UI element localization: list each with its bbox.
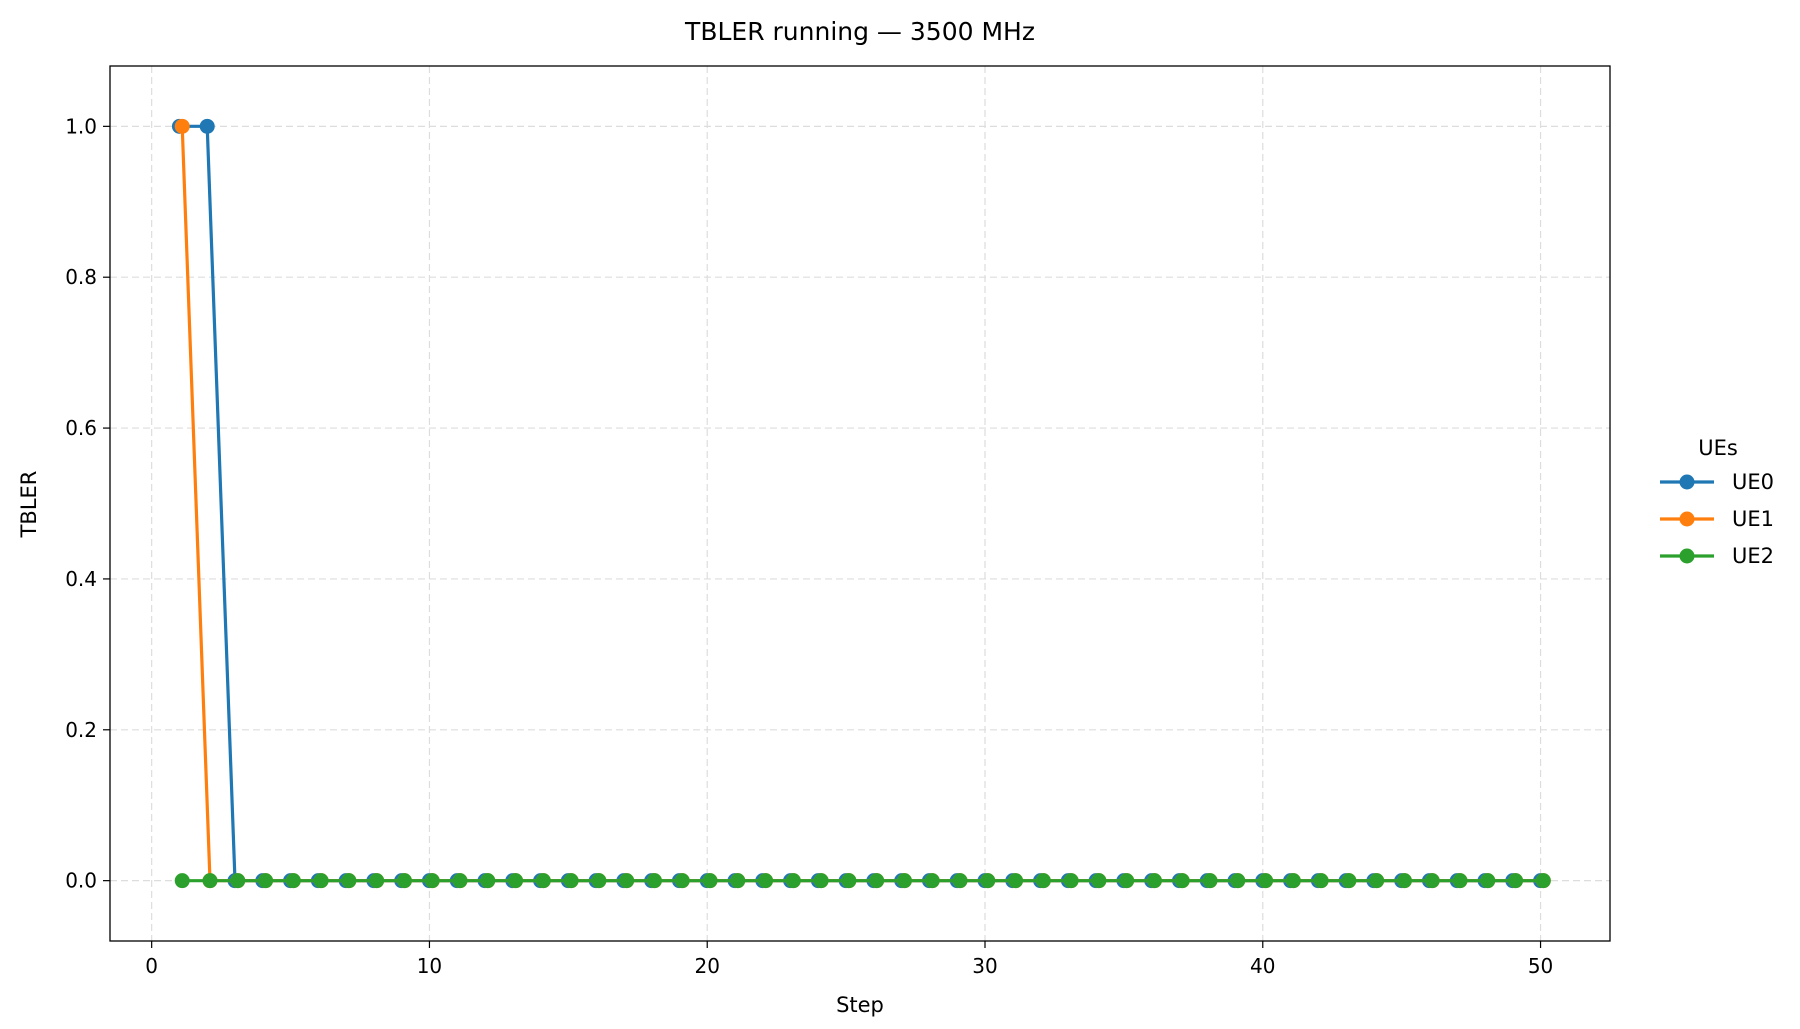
data-point bbox=[1369, 873, 1385, 889]
data-point bbox=[230, 873, 246, 889]
data-point bbox=[174, 873, 190, 889]
legend-label: UE1 bbox=[1732, 507, 1774, 531]
data-point bbox=[369, 873, 385, 889]
data-point bbox=[174, 118, 190, 134]
data-point bbox=[619, 873, 635, 889]
legend-label: UE0 bbox=[1732, 470, 1774, 494]
x-tick-label: 40 bbox=[1250, 954, 1275, 978]
legend-item-ue2: UE2 bbox=[1660, 544, 1774, 568]
x-tick-label: 10 bbox=[417, 954, 442, 978]
legend-label: UE2 bbox=[1732, 544, 1774, 568]
series-ue2 bbox=[174, 873, 1551, 889]
legend-item-ue1: UE1 bbox=[1660, 507, 1774, 531]
data-point bbox=[785, 873, 801, 889]
data-point bbox=[1063, 873, 1079, 889]
y-axis-label: TBLER bbox=[17, 471, 41, 539]
data-point bbox=[480, 873, 496, 889]
legend-swatch-marker bbox=[1679, 474, 1695, 490]
y-tick-label: 0.0 bbox=[65, 869, 97, 893]
data-point bbox=[285, 873, 301, 889]
data-point bbox=[258, 873, 274, 889]
x-tick-label: 30 bbox=[972, 954, 997, 978]
data-point bbox=[202, 873, 218, 889]
y-tick-label: 0.2 bbox=[65, 718, 97, 742]
data-point bbox=[896, 873, 912, 889]
data-point bbox=[1452, 873, 1468, 889]
y-axis-ticks: 0.0 0.2 0.4 0.6 0.8 1.0 bbox=[65, 114, 110, 893]
y-tick-label: 0.8 bbox=[65, 265, 97, 289]
data-point bbox=[1424, 873, 1440, 889]
data-point bbox=[313, 873, 329, 889]
data-point bbox=[1035, 873, 1051, 889]
data-point bbox=[1008, 873, 1024, 889]
data-point bbox=[1341, 873, 1357, 889]
grid-lines bbox=[110, 66, 1610, 941]
data-point bbox=[1230, 873, 1246, 889]
legend-swatch-marker bbox=[1679, 548, 1695, 564]
data-point bbox=[980, 873, 996, 889]
x-tick-label: 20 bbox=[694, 954, 719, 978]
legend-title: UEs bbox=[1698, 436, 1738, 460]
plot-frame bbox=[109, 65, 1611, 942]
data-point bbox=[199, 118, 215, 134]
data-point bbox=[1396, 873, 1412, 889]
data-point bbox=[758, 873, 774, 889]
data-point bbox=[452, 873, 468, 889]
x-axis-ticks: 0 10 20 30 40 50 bbox=[145, 941, 1553, 978]
data-point bbox=[1202, 873, 1218, 889]
data-point bbox=[813, 873, 829, 889]
y-tick-label: 1.0 bbox=[65, 114, 97, 138]
data-point bbox=[508, 873, 524, 889]
legend-swatch-marker bbox=[1679, 511, 1695, 527]
data-point bbox=[591, 873, 607, 889]
data-point bbox=[646, 873, 662, 889]
x-tick-label: 0 bbox=[145, 954, 158, 978]
data-point bbox=[841, 873, 857, 889]
x-axis-label: Step bbox=[836, 993, 884, 1017]
data-point bbox=[1480, 873, 1496, 889]
data-point bbox=[563, 873, 579, 889]
y-tick-label: 0.4 bbox=[65, 567, 97, 591]
data-point bbox=[1119, 873, 1135, 889]
data-point bbox=[1313, 873, 1329, 889]
data-point bbox=[702, 873, 718, 889]
data-point bbox=[1258, 873, 1274, 889]
data-point bbox=[1508, 873, 1524, 889]
data-point bbox=[952, 873, 968, 889]
data-point bbox=[1174, 873, 1190, 889]
data-point bbox=[424, 873, 440, 889]
data-point bbox=[341, 873, 357, 889]
data-point bbox=[396, 873, 412, 889]
chart-title: TBLER running — 3500 MHz bbox=[684, 17, 1035, 46]
y-tick-label: 0.6 bbox=[65, 416, 97, 440]
data-point bbox=[924, 873, 940, 889]
data-point bbox=[869, 873, 885, 889]
legend: UEs UE0 UE1 UE2 bbox=[1660, 436, 1774, 568]
data-point bbox=[1091, 873, 1107, 889]
data-point bbox=[535, 873, 551, 889]
data-point bbox=[730, 873, 746, 889]
data-point bbox=[1146, 873, 1162, 889]
series-layer bbox=[171, 118, 1551, 889]
legend-item-ue0: UE0 bbox=[1660, 470, 1774, 494]
data-point bbox=[1535, 873, 1551, 889]
x-tick-label: 50 bbox=[1528, 954, 1553, 978]
data-point bbox=[674, 873, 690, 889]
data-point bbox=[1285, 873, 1301, 889]
